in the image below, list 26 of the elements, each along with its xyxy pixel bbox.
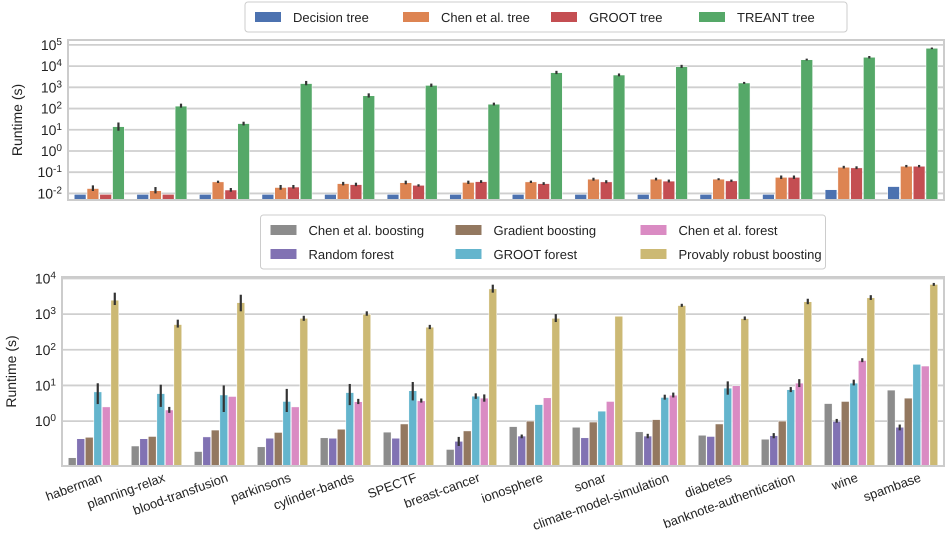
y-tick-label: 10$^{3}$ <box>40 78 62 96</box>
y-tick-label: 10$^{0}$ <box>40 142 62 159</box>
y-tick-label: 10$^{4}$ <box>40 58 62 74</box>
legend-label: GROOT forest <box>494 247 578 262</box>
legend-label: Decision tree <box>293 10 369 25</box>
y-axis-title: Runtime (s) <box>3 335 19 408</box>
x-tick-label: wine <box>828 470 860 494</box>
y-tick-label: 10$^{2}$ <box>40 100 62 117</box>
legend-label: Random forest <box>308 247 394 262</box>
legend-label: TREANT tree <box>737 10 815 25</box>
legend-label: Provably robust boosting <box>678 247 822 262</box>
y-tick-label: 10$^{2}$ <box>34 341 56 358</box>
y-tick-label: 10$^{1}$ <box>34 376 56 394</box>
y-tick-label: 10$^{1}$ <box>40 121 62 138</box>
y-axis-title: Runtime (s) <box>9 84 25 156</box>
legend-label: GROOT tree <box>589 10 662 25</box>
legend-label: Gradient boosting <box>494 223 596 238</box>
y-tick-label: 10$^{0}$ <box>34 412 56 430</box>
y-tick-label: 10$^{-1}$ <box>37 164 62 180</box>
legend-label: Chen et al. forest <box>678 223 778 238</box>
y-tick-label: 10$^{-2}$ <box>37 184 62 202</box>
y-tick-label: 10$^{3}$ <box>34 306 56 322</box>
y-tick-label: 10$^{4}$ <box>34 270 56 286</box>
legend-label: Chen et al. tree <box>441 10 530 25</box>
y-tick-label: 10$^{5}$ <box>40 36 62 53</box>
legend-label: Chen et al. boosting <box>308 223 424 238</box>
